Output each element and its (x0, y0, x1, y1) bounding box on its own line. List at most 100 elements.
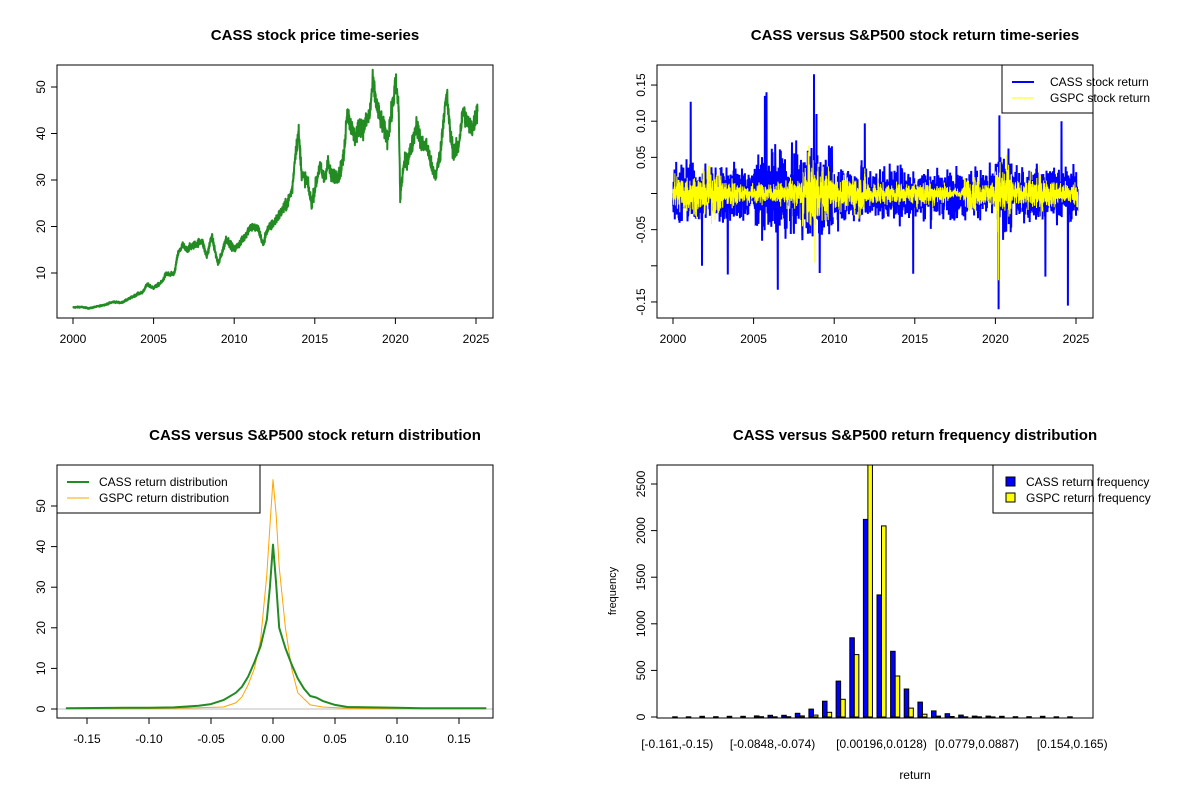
density-x-label: 0.00 (261, 732, 285, 746)
cass-frequency-bar (891, 651, 896, 717)
histogram-y-label: 1500 (634, 564, 648, 591)
cass-frequency-bar (809, 709, 814, 717)
density-y-label: 10 (34, 661, 48, 675)
price-x-label: 2005 (140, 332, 167, 346)
density-x-label: 0.05 (323, 732, 347, 746)
cass-frequency-bar (986, 716, 991, 717)
return-x-label: 2010 (821, 332, 848, 346)
gspc-frequency-bar (936, 716, 941, 717)
histogram-x-axis-label: return (899, 768, 930, 782)
legend-label: GSPC stock return (1050, 91, 1150, 105)
gspc-frequency-bar (813, 715, 818, 717)
gspc-frequency-bar (854, 655, 859, 717)
legend-box (1002, 65, 1093, 113)
cass-frequency-bar (768, 715, 773, 717)
price-chart-title: CASS stock price time-series (211, 27, 419, 44)
density-y-label: 50 (34, 499, 48, 513)
return-x-label: 2005 (740, 332, 767, 346)
legend-label: GSPC return distribution (99, 491, 229, 505)
cass-frequency-bar (795, 713, 800, 717)
cass-frequency-bar (932, 711, 937, 717)
cass-frequency-bar (945, 714, 950, 717)
density-x-label: 0.15 (447, 732, 471, 746)
histogram-y-label: 2500 (634, 470, 648, 497)
cass-frequency-bar (823, 701, 828, 717)
density-y-label: 30 (34, 580, 48, 594)
cass-frequency-bar (782, 715, 787, 717)
cass-frequency-bar (836, 681, 841, 717)
legend-swatch (1006, 493, 1015, 502)
histogram-y-label: 500 (634, 660, 648, 680)
cass-frequency-bar (741, 716, 746, 717)
return-chart-title: CASS versus S&P500 stock return time-ser… (751, 27, 1079, 44)
cass-frequency-bar (1000, 716, 1005, 717)
price-x-label: 2000 (60, 332, 87, 346)
histogram-chart-title: CASS versus S&P500 return frequency dist… (733, 427, 1097, 444)
legend-label: GSPC return frequency (1026, 491, 1151, 505)
return-x-label: 2000 (660, 332, 687, 346)
gspc-frequency-bar (882, 526, 887, 717)
gspc-frequency-bar (868, 447, 873, 717)
price-x-label: 2025 (463, 332, 490, 346)
histogram-x-label: [-0.161,-0.15) (641, 737, 713, 751)
return-y-label: 0.05 (634, 145, 648, 169)
cass-frequency-bar (972, 716, 977, 717)
histogram-y-label: 1000 (634, 610, 648, 637)
cass-frequency-bar (959, 715, 964, 717)
price-y-label: 40 (34, 127, 48, 141)
gspc-frequency-bar (895, 676, 900, 717)
histogram-y-label: 0 (634, 713, 648, 720)
gspc-frequency-bar (909, 708, 914, 717)
cass-frequency-bar (754, 716, 759, 717)
histogram-x-label: [0.154,0.165) (1037, 737, 1108, 751)
gspc-frequency-bar (950, 717, 955, 718)
price-y-label: 50 (34, 80, 48, 94)
return-x-label: 2025 (1063, 332, 1090, 346)
legend-label: CASS return frequency (1026, 475, 1149, 489)
legend-label: CASS return distribution (99, 475, 228, 489)
price-x-label: 2020 (382, 332, 409, 346)
gspc-frequency-bar (922, 714, 927, 717)
density-x-label: 0.10 (385, 732, 409, 746)
return-y-label: 0.15 (634, 73, 648, 97)
cass-frequency-bar (918, 702, 923, 717)
cass-frequency-bar (850, 638, 855, 717)
legend-box (57, 465, 260, 513)
gspc-frequency-bar (800, 716, 805, 717)
cass-frequency-bar (700, 716, 705, 717)
histogram-y-label: 2000 (634, 517, 648, 544)
density-y-label: 20 (34, 621, 48, 635)
density-x-label: -0.05 (197, 732, 225, 746)
cass-frequency-bar (727, 716, 732, 717)
legend-label: CASS stock return (1050, 75, 1149, 89)
density-x-label: -0.15 (73, 732, 101, 746)
price-x-label: 2015 (301, 332, 328, 346)
legend-swatch (1006, 477, 1015, 486)
return-y-label: 0.10 (634, 109, 648, 133)
cass-frequency-bar (1040, 716, 1045, 717)
legend-box (993, 465, 1093, 513)
return-x-label: 2020 (982, 332, 1009, 346)
price-x-label: 2010 (221, 332, 248, 346)
price-y-label: 20 (34, 220, 48, 234)
price-y-label: 10 (34, 266, 48, 280)
histogram-x-label: [0.0779,0.0887) (935, 737, 1019, 751)
histogram-y-axis-label: frequency (607, 566, 619, 615)
return-y-label: -0.05 (634, 216, 648, 244)
histogram-x-label: [-0.0848,-0.074) (730, 737, 815, 751)
gspc-frequency-bar (827, 712, 832, 717)
cass-frequency-bar (863, 519, 868, 717)
density-x-label: -0.10 (135, 732, 163, 746)
cass-frequency-bar (877, 595, 882, 717)
gspc-frequency-bar (841, 699, 846, 717)
return-y-label: -0.15 (634, 288, 648, 316)
density-y-label: 0 (34, 705, 48, 712)
return-x-label: 2015 (901, 332, 928, 346)
density-y-label: 40 (34, 540, 48, 554)
cass-frequency-bar (904, 689, 909, 717)
price-y-label: 30 (34, 173, 48, 187)
density-legend: CASS return distribution GSPC return dist… (57, 465, 260, 513)
density-chart-title: CASS versus S&P500 stock return distribu… (149, 427, 481, 444)
